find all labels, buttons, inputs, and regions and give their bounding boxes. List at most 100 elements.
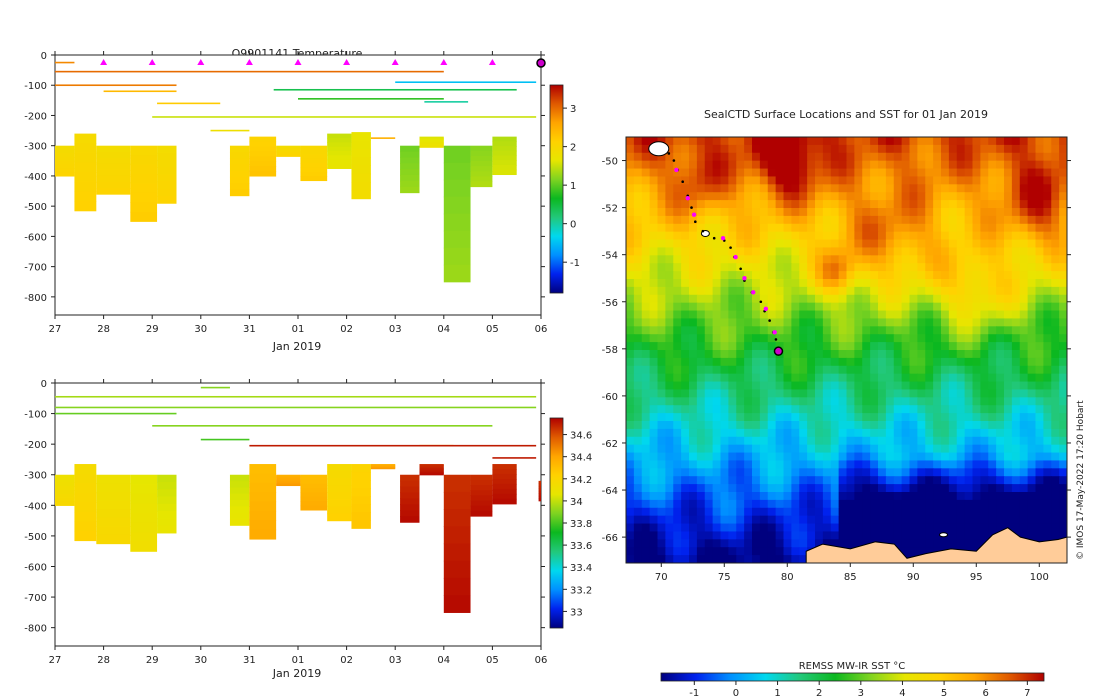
sst-cell [885, 168, 895, 178]
track-point [774, 338, 778, 341]
sst-cell [862, 452, 871, 462]
sst-cell [1059, 357, 1067, 367]
sst-cell [846, 381, 855, 391]
x-tick-label: 29 [146, 655, 159, 666]
data-cell [492, 160, 517, 166]
sst-cell [665, 547, 674, 556]
sst-cell [728, 373, 737, 383]
sst-cell [893, 160, 903, 170]
sst-cell [1059, 531, 1067, 540]
sst-cell [870, 160, 879, 170]
sst-cell [846, 436, 855, 446]
sst-cell [980, 421, 989, 430]
sst-cell [657, 342, 666, 351]
sst-cell [633, 365, 643, 375]
sst-cell [917, 350, 926, 359]
sst-cell [649, 373, 659, 383]
sst-cell [830, 484, 840, 493]
sst-cell [712, 168, 722, 178]
sst-cell [744, 515, 753, 525]
data-cell [74, 172, 97, 183]
sst-cell [901, 318, 911, 327]
sst-cell [626, 137, 635, 146]
sst-cell [956, 247, 966, 256]
data-cell [249, 473, 277, 484]
sst-cell [948, 531, 958, 540]
sst-cell [1059, 176, 1067, 185]
sst-cell [893, 452, 903, 462]
sst-cell [712, 460, 722, 469]
sst-cell [941, 215, 950, 225]
sst-cell [681, 539, 690, 548]
sst-cell [696, 310, 706, 320]
sst-cell [909, 334, 918, 343]
sst-cell [917, 507, 926, 517]
sst-cell [1035, 318, 1044, 327]
sst-cell [988, 484, 997, 493]
sst-cell [870, 192, 879, 201]
data-cell [492, 136, 517, 142]
sst-cell [996, 460, 1005, 469]
sst-cell [893, 255, 903, 264]
sst-cell [696, 239, 706, 249]
sst-cell [649, 247, 659, 256]
sst-cell [681, 239, 690, 249]
sst-cell [862, 499, 871, 509]
sst-cell [744, 547, 753, 556]
sst-cell [846, 294, 855, 304]
sst-cell [838, 421, 848, 430]
sst-cell [901, 492, 911, 501]
sst-cell [728, 365, 737, 375]
sst-cell [917, 492, 926, 501]
sst-cell [744, 342, 753, 351]
sst-cell [752, 168, 761, 178]
sst-cell [964, 152, 974, 162]
sst-cell [972, 286, 981, 296]
sst-cell [657, 263, 666, 272]
sst-cell [807, 200, 816, 209]
sst-cell [633, 144, 643, 154]
sst-cell [807, 271, 816, 280]
sst-cell [901, 310, 911, 320]
sst-cell [964, 444, 974, 454]
sst-cell [948, 436, 958, 446]
sst-cell [696, 381, 706, 391]
sst-cell [712, 405, 722, 414]
sst-cell [972, 413, 981, 422]
sst-cell [1059, 318, 1067, 327]
sst-cell [752, 137, 761, 146]
sst-cell [941, 168, 950, 178]
sst-cell [870, 476, 879, 485]
sst-cell [712, 397, 722, 406]
sst-cell [799, 326, 808, 335]
sst-cell [626, 286, 635, 296]
y-tick-label: 0 [41, 379, 47, 390]
sst-cell [728, 200, 737, 209]
sst-cell [744, 279, 753, 288]
sst-cell [775, 342, 785, 351]
sst-cell [712, 365, 722, 375]
data-cell [249, 492, 277, 503]
sst-cell [673, 397, 682, 406]
sst-cell [736, 444, 745, 454]
sst-cell [972, 523, 981, 533]
sst-cell [933, 444, 942, 454]
sst-cell [980, 531, 989, 540]
sst-cell [901, 373, 911, 383]
sst-cell [838, 436, 848, 446]
sst-cell [752, 547, 761, 556]
sst-cell [925, 515, 934, 525]
sst-cell [909, 215, 918, 225]
sst-cell [1011, 144, 1021, 154]
sst-cell [925, 137, 934, 146]
sst-cell [1004, 286, 1013, 296]
sst-cell [775, 286, 785, 296]
sst-cell [948, 318, 958, 327]
sst-cell [815, 279, 824, 288]
sst-cell [712, 428, 722, 438]
data-cell [351, 132, 371, 142]
sst-cell [649, 279, 659, 288]
sst-cell [744, 215, 753, 225]
sst-cell [712, 144, 722, 154]
sst-cell [830, 239, 840, 249]
